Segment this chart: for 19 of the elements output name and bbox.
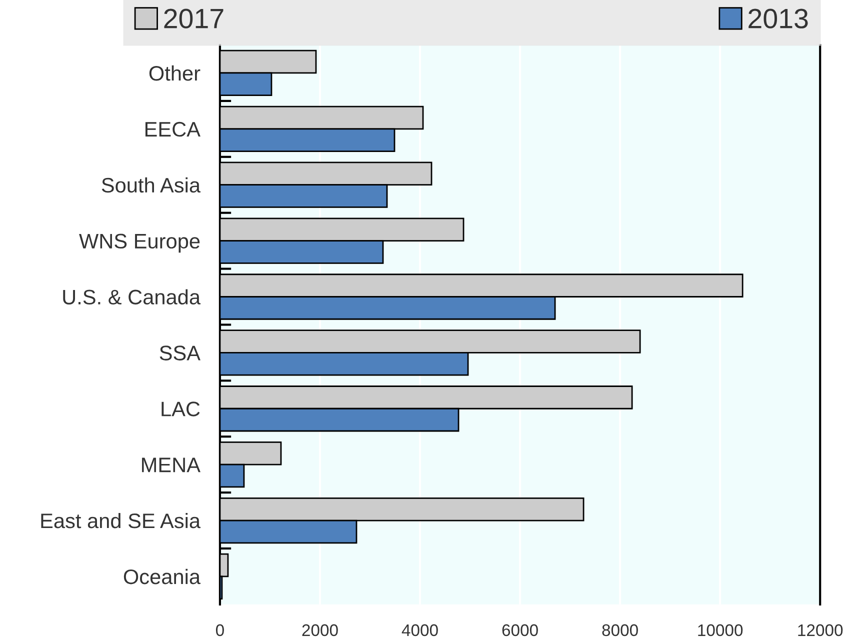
legend-label: 2017 bbox=[164, 8, 224, 28]
y-tick-label: Oceania bbox=[124, 568, 201, 584]
y-tick-label: WNS Europe bbox=[79, 234, 200, 253]
x-tick-label: 0 bbox=[216, 624, 224, 636]
y-tick-label: South Asia bbox=[102, 177, 201, 193]
x-tick-label: 12000 bbox=[798, 624, 843, 636]
x-tick-label: 4000 bbox=[402, 624, 438, 636]
x-tick-label: 10000 bbox=[698, 624, 743, 636]
x-tick-label: 8000 bbox=[602, 624, 638, 636]
legend-label: 2013 bbox=[748, 8, 808, 28]
y-tick-label: EECA bbox=[145, 122, 200, 137]
x-tick-label: 6000 bbox=[502, 624, 538, 636]
y-tick-label: SSA bbox=[160, 346, 200, 360]
y-tick-label: LAC bbox=[162, 402, 200, 416]
y-tick-label: MENA bbox=[142, 458, 200, 472]
y-tick-label: U.S. & Canada bbox=[63, 289, 201, 304]
y-tick-label: East and SE Asia bbox=[41, 512, 201, 528]
x-tick-label: 2000 bbox=[302, 624, 338, 636]
y-tick-label: Other bbox=[149, 65, 200, 81]
